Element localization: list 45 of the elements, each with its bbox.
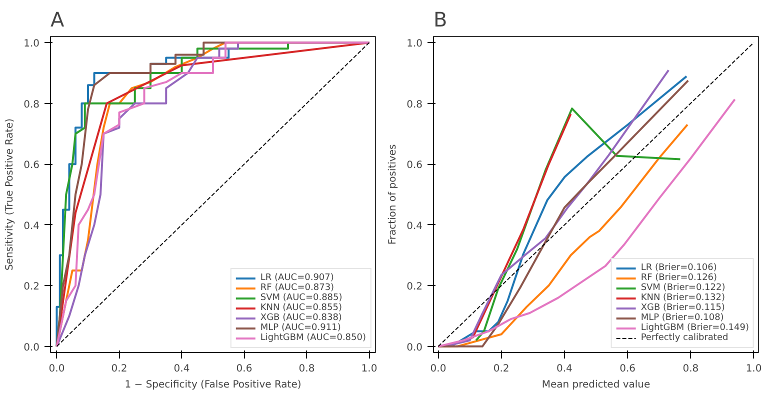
x-tick-label: 0.0 <box>48 364 65 374</box>
y-tick-label: 0.4 <box>24 220 40 232</box>
legend-label: RF (AUC=0.873) <box>260 283 334 293</box>
y-tick-label: 0.6 <box>24 160 40 172</box>
chart-title: B <box>434 8 448 32</box>
y-tick-label: 1.0 <box>406 38 423 50</box>
x-tick-label: 0.6 <box>620 364 636 374</box>
legend-label: SVM (Brier=0.122) <box>640 283 726 293</box>
legend-label: RF (Brier=0.126) <box>640 273 718 283</box>
x-axis-title: Mean predicted value <box>542 380 650 390</box>
legend-label: KNN (Brier=0.132) <box>640 293 725 303</box>
x-tick-label: 0.8 <box>682 364 699 374</box>
x-tick-label: 0.6 <box>236 364 252 374</box>
legend-label: KNN (AUC=0.855) <box>260 303 342 313</box>
legend-label: MLP (Brier=0.108) <box>640 313 724 323</box>
legend-label: SVM (AUC=0.885) <box>260 293 342 303</box>
y-tick-label: 1.0 <box>24 38 40 50</box>
x-tick-label: 0.0 <box>430 364 446 374</box>
y-tick-label: 0.2 <box>24 282 40 293</box>
x-tick-label: 0.2 <box>111 364 128 374</box>
x-tick-label: 0.8 <box>298 364 315 374</box>
y-axis-title: Sensitivity (True Positive Rate) <box>4 118 16 271</box>
legend-label: LightGBM (Brier=0.149) <box>640 323 749 333</box>
x-tick-label: 1.0 <box>746 364 762 374</box>
legend-label: LR (Brier=0.106) <box>640 263 717 273</box>
legend-label: XGB (AUC=0.838) <box>260 313 342 323</box>
x-tick-label: 0.2 <box>493 364 510 374</box>
x-tick-label: 0.4 <box>556 364 572 374</box>
y-axis-title: Fraction of positives <box>388 144 399 245</box>
y-tick-label: 0.0 <box>406 342 423 354</box>
chart-title: A <box>50 8 64 32</box>
y-tick-label: 0.4 <box>406 220 423 232</box>
legend-label: MLP (AUC=0.911) <box>260 323 341 333</box>
y-tick-label: 0.8 <box>406 99 423 110</box>
y-tick-label: 0.6 <box>406 160 423 172</box>
x-axis-title: 1 − Specificity (False Positive Rate) <box>124 380 302 390</box>
legend-label: LR (AUC=0.907) <box>260 273 334 283</box>
y-tick-label: 0.0 <box>24 342 40 354</box>
legend-label: XGB (Brier=0.115) <box>640 303 725 313</box>
y-tick-label: 0.2 <box>406 282 423 293</box>
y-tick-label: 0.8 <box>24 99 40 110</box>
x-tick-label: 0.4 <box>174 364 190 374</box>
x-tick-label: 1.0 <box>361 364 378 374</box>
legend-label: Perfectly calibrated <box>640 333 728 343</box>
legend-label: LightGBM (AUC=0.850) <box>260 333 366 343</box>
